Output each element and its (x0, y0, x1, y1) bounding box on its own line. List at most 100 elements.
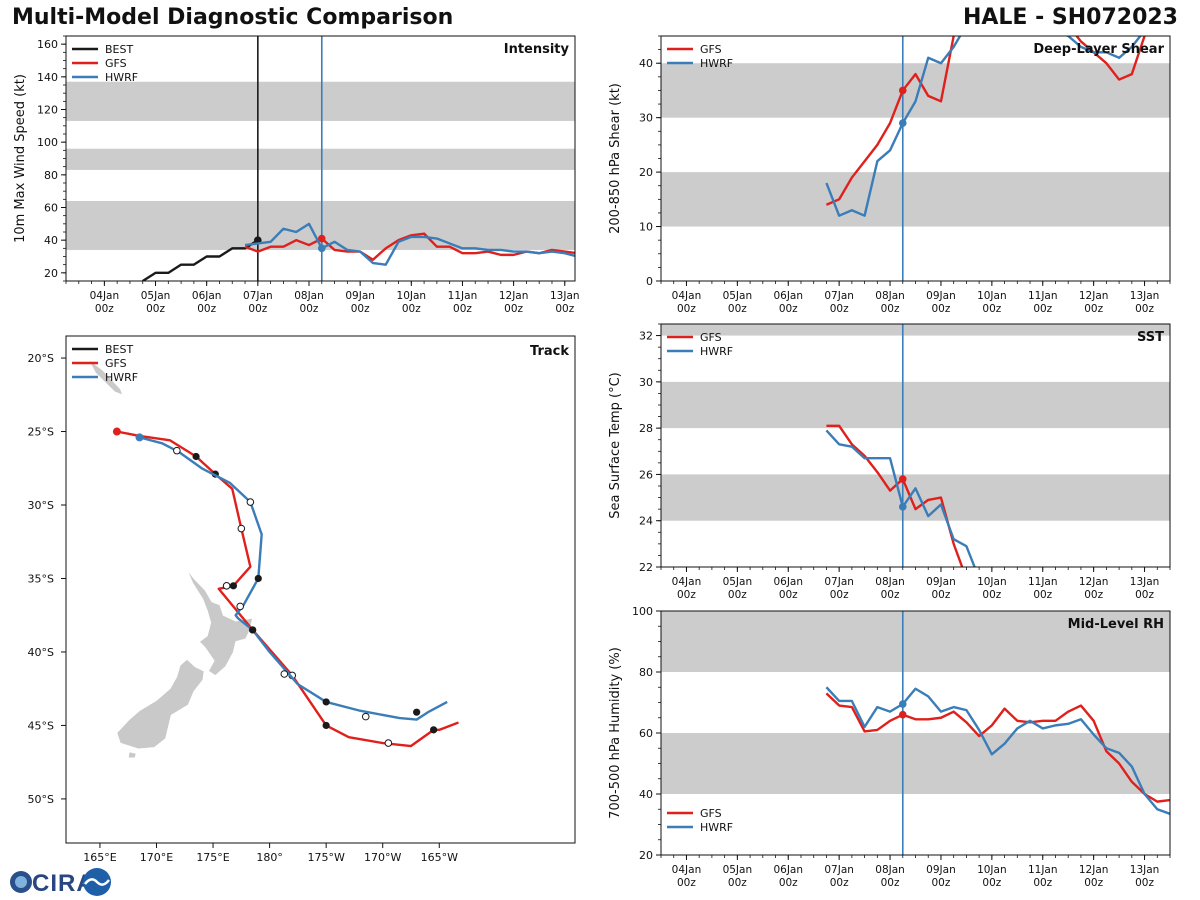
sst-plot-area (661, 324, 1170, 567)
intensity-xtick-label: 05Jan (141, 290, 171, 302)
sst-xtick-label: 05Jan (723, 576, 753, 588)
shear-marker-hwrf (898, 119, 907, 127)
intensity-ytick-label: 140 (37, 71, 58, 84)
rh-ytick-label: 60 (639, 727, 653, 740)
track-legend-label-gfs: GFS (105, 357, 127, 370)
intensity-xtick-label: 00z (146, 303, 165, 315)
track-point-12z (384, 739, 393, 747)
track-start-gfs (112, 427, 121, 436)
intensity-band (66, 148, 575, 170)
rh-xtick-label: 00z (830, 877, 849, 889)
sst-xtick-label: 13Jan (1130, 576, 1160, 588)
rh-xtick-label: 00z (932, 877, 951, 889)
intensity-xtick-label: 00z (351, 303, 370, 315)
sst-xtick-label: 00z (677, 589, 696, 601)
track-point-00z (249, 626, 257, 634)
rh-ytick-label: 80 (639, 666, 653, 679)
track-ytick-label: 30°S (28, 499, 54, 512)
shear-xtick-label: 00z (982, 303, 1001, 315)
intensity-title: Intensity (504, 42, 570, 57)
sst-ytick-label: 22 (639, 561, 653, 574)
sst-xtick-label: 12Jan (1079, 576, 1109, 588)
track-xtick-label: 170°W (364, 851, 401, 864)
intensity-xtick-label: 00z (248, 303, 267, 315)
shear-ytick-label: 20 (639, 166, 653, 179)
intensity-ylabel: 10m Max Wind Speed (kt) (13, 74, 28, 243)
sst-band (661, 381, 1170, 429)
track-point-12z (222, 582, 231, 590)
sst-xtick-label: 00z (779, 589, 798, 601)
land-lord-howe (32, 527, 33, 529)
intensity-ytick-label: 60 (44, 202, 58, 215)
rh-band (661, 611, 1170, 672)
shear-xtick-label: 05Jan (723, 290, 753, 302)
intensity-xtick-label: 13Jan (550, 290, 580, 302)
rh-xtick-label: 09Jan (926, 864, 956, 876)
shear-xtick-label: 11Jan (1028, 290, 1058, 302)
sst-xtick-label: 08Jan (875, 576, 905, 588)
track-xtick-label: 165°E (83, 851, 116, 864)
rh-ylabel: 700-500 hPa Humidity (%) (608, 647, 623, 819)
shear-series-gfs (825, 36, 1147, 206)
rh-marker-hwrf (898, 700, 907, 708)
sst-xtick-label: 00z (982, 589, 1001, 601)
shear-xtick-label: 00z (1135, 303, 1154, 315)
track-point-00z (229, 582, 238, 590)
sst-xtick-label: 04Jan (672, 576, 702, 588)
intensity-ytick-label: 40 (44, 234, 58, 247)
rh-plot-area (661, 611, 1170, 855)
track-point-00z (430, 726, 438, 734)
rh-xtick-label: 00z (728, 877, 747, 889)
sst-marker-hwrf (898, 503, 907, 511)
rh-legend-label-gfs: GFS (700, 807, 722, 820)
track-xtick-label: 175°W (307, 851, 344, 864)
shear-xtick-label: 00z (728, 303, 747, 315)
intensity-xtick-label: 07Jan (243, 290, 273, 302)
sst-frame (660, 323, 1171, 568)
shear-ylabel: 200-850 hPa Shear (kt) (608, 83, 623, 234)
track-legend-label-best: BEST (105, 343, 133, 356)
rh-ytick-label: 40 (639, 788, 653, 801)
storm-id: HALE - SH072023 (962, 5, 1178, 30)
sst-xtick-label: 09Jan (926, 576, 956, 588)
sst-xtick-label: 07Jan (824, 576, 854, 588)
intensity-xtick-label: 10Jan (397, 290, 427, 302)
track-plot-area (32, 359, 459, 759)
intensity-xtick-label: 09Jan (345, 290, 375, 302)
track-start-hwrf (135, 433, 144, 442)
rh-xtick-label: 08Jan (875, 864, 905, 876)
shear-xtick-label: 10Jan (977, 290, 1007, 302)
rh-xtick-label: 00z (779, 877, 798, 889)
shear-xtick-label: 04Jan (672, 290, 702, 302)
rh-xtick-label: 11Jan (1028, 864, 1058, 876)
track-xtick-label: 170°E (140, 851, 173, 864)
sst-ytick-label: 24 (639, 515, 653, 528)
intensity-xtick-label: 00z (504, 303, 523, 315)
shear-xtick-label: 00z (881, 303, 900, 315)
intensity-band (66, 200, 575, 250)
track-line-hwrf (139, 436, 448, 721)
track-ytick-label: 45°S (28, 719, 54, 732)
track-point-00z (322, 721, 330, 730)
rh-band (661, 733, 1170, 794)
rh-series-gfs (825, 692, 1170, 803)
shear-xtick-label: 08Jan (875, 290, 905, 302)
rh-xtick-label: 00z (677, 877, 696, 889)
track-ytick-label: 25°S (28, 426, 54, 439)
globe-inner-icon (15, 876, 27, 888)
land-north-island (186, 569, 254, 676)
intensity-xtick-label: 11Jan (448, 290, 478, 302)
intensity-series-best (142, 239, 259, 281)
track-point-12z (236, 602, 244, 611)
figure-title: Multi-Model Diagnostic Comparison (12, 5, 454, 30)
intensity-xtick-label: 00z (453, 303, 472, 315)
rh-xtick-label: 05Jan (723, 864, 753, 876)
intensity-marker-gfs (317, 234, 326, 243)
rh-xtick-label: 00z (1033, 877, 1052, 889)
intensity-ytick-label: 160 (37, 38, 58, 51)
track-xtick-label: 165°W (421, 851, 458, 864)
intensity-xtick-label: 00z (402, 303, 421, 315)
intensity-series-hwrf (244, 222, 575, 266)
land-stewart-island (127, 751, 137, 759)
